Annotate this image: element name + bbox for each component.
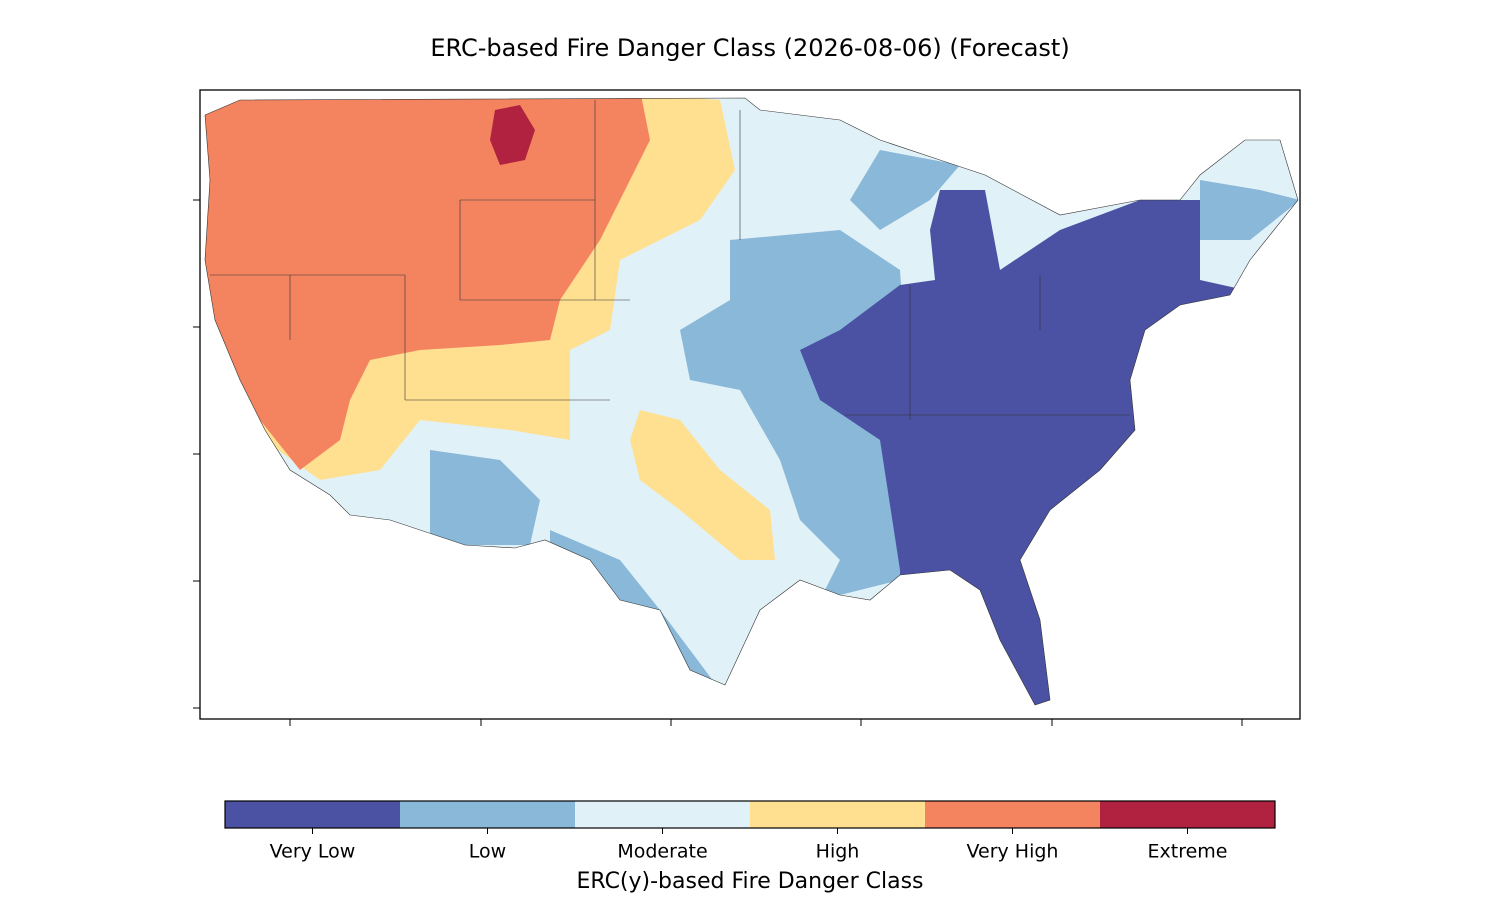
map-frame-ticks bbox=[193, 199, 1243, 726]
region-low bbox=[1200, 180, 1298, 240]
colorbar-tick-label: Extreme bbox=[1148, 841, 1228, 863]
colorbar-label: ERC(y)-based Fire Danger Class bbox=[576, 869, 923, 894]
colorbar-segment bbox=[400, 801, 576, 828]
colorbar-tick-label: Moderate bbox=[617, 841, 707, 863]
colorbar-segment bbox=[1100, 801, 1276, 828]
region-high bbox=[630, 410, 775, 560]
region-very-high bbox=[205, 98, 650, 470]
colorbar-segment bbox=[225, 801, 401, 828]
colorbar-tick-label: Very High bbox=[967, 841, 1059, 863]
state-borders bbox=[204, 97, 1299, 706]
colorbar-tick-label: Low bbox=[469, 841, 506, 863]
colorbar-segment bbox=[750, 801, 926, 828]
colorbar-frame bbox=[224, 800, 1276, 829]
map-title: ERC-based Fire Danger Class (2026-08-06)… bbox=[430, 34, 1069, 62]
colorbar-tick-label: Very Low bbox=[270, 841, 356, 863]
region-extreme bbox=[490, 105, 535, 165]
region-low bbox=[430, 450, 540, 545]
region-low bbox=[850, 150, 960, 230]
colorbar: Very Low Low Moderate High Very High Extreme bbox=[225, 801, 1276, 863]
colorbar-segment bbox=[575, 801, 751, 828]
map-frame bbox=[199, 89, 1301, 720]
colorbar-segment bbox=[925, 801, 1101, 828]
colorbar-tick-label: High bbox=[816, 841, 860, 863]
map-regions bbox=[205, 98, 1298, 705]
